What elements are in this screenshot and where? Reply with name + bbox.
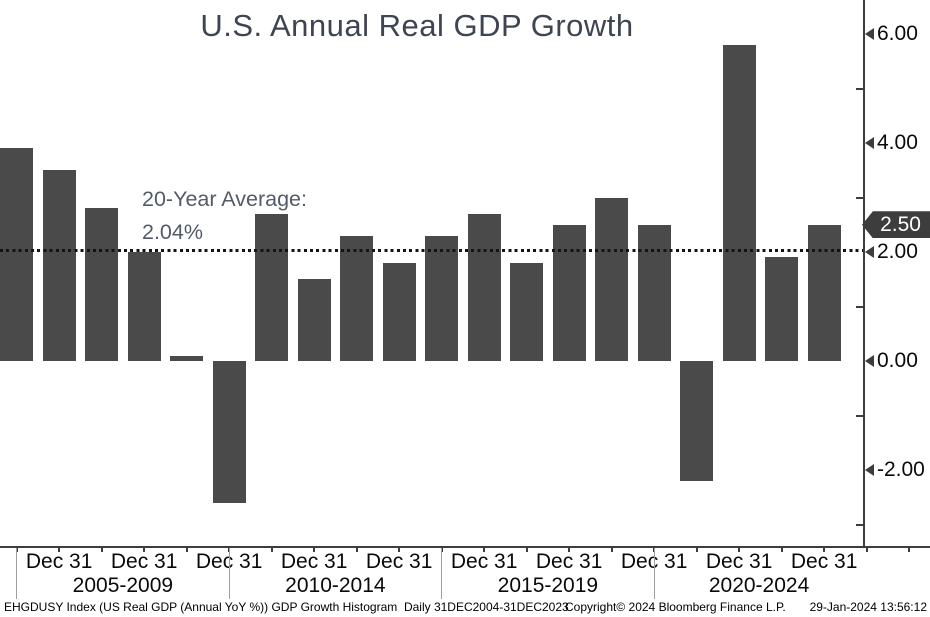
x-tick-label-2013: Dec 31 bbox=[365, 550, 433, 573]
x-tick bbox=[908, 547, 911, 552]
chart-title: U.S. Annual Real GDP Growth bbox=[200, 8, 634, 43]
y-tick-label-4.00: 4.00 bbox=[877, 131, 918, 154]
copyright-notice: Copyright© 2024 Bloomberg Finance L.P. bbox=[565, 600, 786, 614]
y-tick-arrow-0.00 bbox=[865, 355, 874, 367]
x-tick bbox=[525, 547, 528, 552]
y-tick-label-6.00: 6.00 bbox=[877, 22, 918, 45]
bar-2005 bbox=[42, 170, 76, 361]
bar-2016 bbox=[510, 262, 544, 361]
bar-2021 bbox=[722, 44, 756, 361]
bar-2009 bbox=[212, 361, 246, 503]
x-tick bbox=[58, 547, 61, 552]
x-tick bbox=[355, 547, 358, 552]
x-axis-line bbox=[0, 546, 930, 548]
y-minor-tick bbox=[856, 305, 865, 308]
bar-2017 bbox=[552, 224, 586, 361]
bar-2011 bbox=[297, 279, 331, 361]
x-tick bbox=[398, 547, 401, 552]
average-annotation-line1: 20-Year Average: bbox=[142, 187, 307, 211]
y-tick-label-0.00: 0.00 bbox=[877, 349, 918, 372]
x-group-label-2020-2024: 2020-2024 bbox=[708, 574, 810, 597]
y-minor-tick bbox=[856, 196, 865, 199]
bar-2019 bbox=[637, 224, 671, 361]
x-tick bbox=[865, 547, 868, 552]
bar-2023 bbox=[807, 224, 841, 361]
x-tick bbox=[483, 547, 486, 552]
x-group-separator bbox=[16, 548, 18, 599]
average-annotation: 20-Year Average: 2.04% bbox=[142, 183, 307, 249]
bar-2010 bbox=[255, 213, 289, 361]
bar-2020 bbox=[680, 361, 714, 481]
y-tick-arrow-4.00 bbox=[865, 137, 874, 149]
y-minor-tick bbox=[856, 523, 865, 526]
y-minor-tick bbox=[856, 414, 865, 417]
x-tick bbox=[270, 547, 273, 552]
x-tick bbox=[823, 547, 826, 552]
x-tick bbox=[738, 547, 741, 552]
bar-2012 bbox=[340, 235, 374, 361]
x-tick-label-2021: Dec 31 bbox=[705, 550, 773, 573]
y-tick-label--2.00: -2.00 bbox=[877, 458, 925, 481]
plot-area[interactable] bbox=[0, 0, 864, 547]
bar-2006 bbox=[85, 208, 119, 361]
y-tick-label-2.00: 2.00 bbox=[877, 240, 918, 263]
bar-2022 bbox=[765, 257, 799, 361]
y-tick-arrow--2.00 bbox=[865, 464, 874, 476]
x-group-separator bbox=[441, 548, 443, 599]
bar-2004 bbox=[0, 148, 34, 361]
x-group-label-2005-2009: 2005-2009 bbox=[72, 574, 174, 597]
x-tick bbox=[610, 547, 613, 552]
y-axis-line bbox=[863, 0, 865, 547]
bar-2018 bbox=[595, 197, 629, 361]
timestamp: 29-Jan-2024 13:56:12 bbox=[809, 600, 927, 614]
x-tick bbox=[185, 547, 188, 552]
x-tick bbox=[143, 547, 146, 552]
x-tick-label-2011: Dec 31 bbox=[280, 550, 348, 573]
x-tick bbox=[100, 547, 103, 552]
x-tick bbox=[780, 547, 783, 552]
x-group-label-2015-2019: 2015-2019 bbox=[497, 574, 599, 597]
last-value-badge: 2.50 bbox=[862, 211, 930, 239]
x-group-separator bbox=[653, 548, 655, 599]
y-tick-arrow-6.00 bbox=[865, 28, 874, 40]
average-annotation-line2: 2.04% bbox=[142, 220, 203, 244]
x-tick bbox=[568, 547, 571, 552]
x-tick-label-2005: Dec 31 bbox=[25, 550, 93, 573]
bar-2014 bbox=[425, 235, 459, 361]
bar-2008 bbox=[170, 355, 204, 361]
bar-2007 bbox=[127, 252, 161, 361]
status-bar: EHGDUSY Index (US Real GDP (Annual YoY %… bbox=[0, 598, 930, 617]
x-tick-label-2023: Dec 31 bbox=[790, 550, 858, 573]
x-group-label-2010-2014: 2010-2014 bbox=[285, 574, 386, 597]
x-tick-label-2007: Dec 31 bbox=[110, 550, 178, 573]
average-line bbox=[0, 248, 864, 252]
x-tick-label-2017: Dec 31 bbox=[535, 550, 603, 573]
y-minor-tick bbox=[856, 87, 865, 90]
y-tick-arrow-2.00 bbox=[865, 246, 874, 258]
bar-2015 bbox=[467, 213, 501, 361]
ticker-description: EHGDUSY Index (US Real GDP (Annual YoY %… bbox=[4, 600, 569, 614]
bar-2013 bbox=[382, 262, 416, 361]
x-group-separator bbox=[228, 548, 230, 599]
x-tick bbox=[695, 547, 698, 552]
x-tick-label-2015: Dec 31 bbox=[450, 550, 518, 573]
x-tick bbox=[313, 547, 316, 552]
